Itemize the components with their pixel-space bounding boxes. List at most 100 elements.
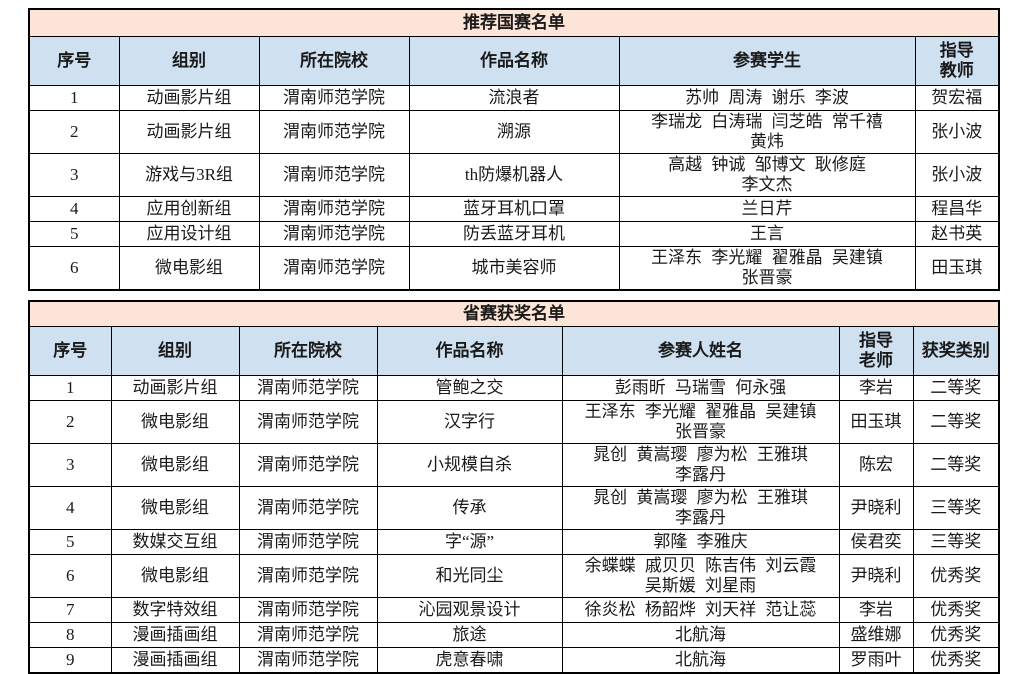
cell: 李岩 [838,375,914,401]
cell: 防丢蓝牙耳机 [408,221,620,247]
table-row: 4 微电影组 渭南师范学院 传承 晁创 黄嵩璎 廖为松 王雅琪 李露丹 尹晓利 三等奖 [28,486,1000,530]
tables-container: 推荐国赛名单 序号 组别 所在院校 作品名称 参赛学生 指导 教师 1 动画影片组 渭南师范学院流… [28,8,1001,674]
cell: 侯君奕 [838,529,914,555]
cell: 游戏与3R组 [118,153,260,197]
cell: 2 [28,400,112,444]
cell: 陈宏 [838,443,914,487]
cell: th防爆机器人 [408,153,620,197]
cell: 李岩 [838,597,914,623]
cell: 郭隆 李雅庆 [561,529,840,555]
cell: 渭南师范学院 [238,375,378,401]
cell: 渭南师范学院 [238,529,378,555]
cell: 渭南师范学院 [258,110,410,154]
cell: 渭南师范学院 [238,622,378,648]
column-header: 获奖类别 [912,326,1000,376]
cell: 管鲍之交 [376,375,563,401]
cell: 三等奖 [912,529,1000,555]
column-header: 参赛学生 [618,36,916,86]
cell: 渭南师范学院 [238,554,378,598]
column-header: 组别 [110,326,240,376]
cell: 漫画插画组 [110,622,240,648]
cell: 动画影片组 [110,375,240,401]
table-row: 5 数媒交互组 渭南师范学院 字“源” 郭隆 李雅庆 侯君奕 三等奖 [28,529,1000,555]
cell: 渭南师范学院 [238,400,378,444]
cell: 微电影组 [110,554,240,598]
cell: 晁创 黄嵩璎 廖为松 王雅琪 李露丹 [561,486,840,530]
cell: 渭南师范学院 [238,486,378,530]
cell: 漫画插画组 [110,647,240,674]
cell: 北航海 [561,647,840,674]
cell: 尹晓利 [838,486,914,530]
cell: 北航海 [561,622,840,648]
cell: 3 [28,153,120,197]
table-row: 6 微电影组 渭南师范学院 城市美容师 王泽东 李光耀 翟雅晶 吴建镇 张晋豪 田玉琪 [28,246,1000,291]
cell: 二等奖 [912,400,1000,444]
cell: 王言 [618,221,916,247]
column-header: 组别 [118,36,260,86]
cell: 和光同尘 [376,554,563,598]
header-row: 序号 组别 所在院校 作品名称 参赛人姓名 指导 老师 获奖类别 [28,326,1000,376]
cell: 1 [28,375,112,401]
cell: 张小波 [914,153,1000,197]
cell: 苏帅 周涛 谢乐 李波 [618,85,916,111]
cell: 渭南师范学院 [258,153,410,197]
cell: 王泽东 李光耀 翟雅晶 吴建镇 张晋豪 [561,400,840,444]
cell: 二等奖 [912,443,1000,487]
column-header: 作品名称 [408,36,620,86]
cell: 微电影组 [110,443,240,487]
cell: 罗雨叶 [838,647,914,674]
column-header: 指导 教师 [914,36,1000,86]
cell: 溯源 [408,110,620,154]
cell: 虎意春啸 [376,647,563,674]
table-row: 2 动画影片组 渭南师范学院 溯源 李瑞龙 白涛瑞 闫芝皓 常千禧 黄炜 张小波 [28,110,1000,154]
table-title: 推荐国赛名单 [28,8,1000,37]
table-row: 6 微电影组 渭南师范学院 和光同尘 余蝶蝶 戚贝贝 陈吉伟 刘云霞 吴斯媛 刘星雨 尹晓… [28,554,1000,598]
cell: 微电影组 [110,486,240,530]
cell: 三等奖 [912,486,1000,530]
table-row: 1 动画影片组 渭南师范学院 流浪者 苏帅 周涛 谢乐 李波 贺宏福 [28,85,1000,111]
cell: 程昌华 [914,196,1000,222]
cell: 字“源” [376,529,563,555]
cell: 动画影片组 [118,110,260,154]
table-title: 省赛获奖名单 [28,300,1000,327]
cell: 5 [28,221,120,247]
cell: 动画影片组 [118,85,260,111]
cell: 优秀奖 [912,647,1000,674]
cell: 蓝牙耳机口罩 [408,196,620,222]
cell: 微电影组 [110,400,240,444]
cell: 渭南师范学院 [238,443,378,487]
column-header: 指导 老师 [838,326,914,376]
cell: 田玉琪 [914,246,1000,291]
column-header: 所在院校 [238,326,378,376]
cell: 沁园观景设计 [376,597,563,623]
cell: 8 [28,622,112,648]
cell: 传承 [376,486,563,530]
national-recommendation-table: 推荐国赛名单 序号 组别 所在院校 作品名称 参赛学生 指导 教师 1 动画影片组 渭南师范学院流… [28,8,1000,291]
cell: 晁创 黄嵩璎 廖为松 王雅琪 李露丹 [561,443,840,487]
cell: 旅途 [376,622,563,648]
cell: 渭南师范学院 [258,246,410,291]
title-row: 推荐国赛名单 [28,8,1000,37]
cell: 张小波 [914,110,1000,154]
table-row: 8 漫画插画组 渭南师范学院 旅途 北航海 盛维娜 优秀奖 [28,622,1000,648]
cell: 2 [28,110,120,154]
cell: 优秀奖 [912,622,1000,648]
cell: 数字特效组 [110,597,240,623]
cell: 徐炎松 杨韶烨 刘天祥 范让蕊 [561,597,840,623]
column-header: 序号 [28,326,112,376]
table-row: 9 漫画插画组 渭南师范学院 虎意春啸 北航海 罗雨叶 优秀奖 [28,647,1000,674]
cell: 流浪者 [408,85,620,111]
cell: 7 [28,597,112,623]
table-row: 2 微电影组 渭南师范学院 汉字行 王泽东 李光耀 翟雅晶 吴建镇 张晋豪 田玉琪 二等奖 [28,400,1000,444]
table-row: 3 微电影组 渭南师范学院 小规模自杀 晁创 黄嵩璎 廖为松 王雅琪 李露丹 陈宏 二等奖 [28,443,1000,487]
cell: 4 [28,196,120,222]
cell: 渭南师范学院 [258,85,410,111]
cell: 5 [28,529,112,555]
cell: 尹晓利 [838,554,914,598]
cell: 3 [28,443,112,487]
cell: 余蝶蝶 戚贝贝 陈吉伟 刘云霞 吴斯媛 刘星雨 [561,554,840,598]
cell: 渭南师范学院 [258,221,410,247]
cell: 数媒交互组 [110,529,240,555]
cell: 小规模自杀 [376,443,563,487]
cell: 渭南师范学院 [238,597,378,623]
